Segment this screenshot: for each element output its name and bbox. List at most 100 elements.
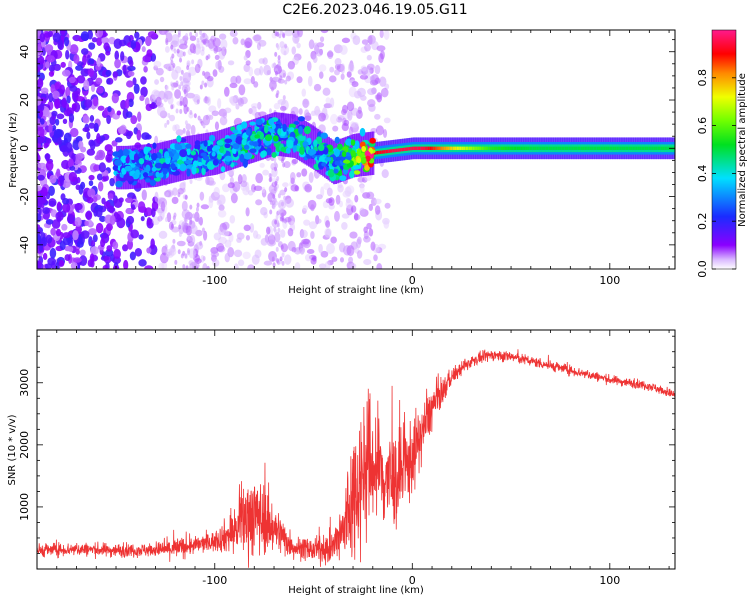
spectrogram-cell (129, 59, 134, 67)
spectrogram-cell (188, 72, 192, 78)
spectrogram-cell (452, 146, 456, 150)
spectrogram-cell (321, 162, 327, 167)
spectrogram-cell (356, 238, 362, 249)
spectrogram-cell (293, 120, 300, 126)
spectrogram-cell (582, 146, 585, 150)
spectrogram-cell (472, 146, 475, 150)
spectrogram-cell (134, 247, 142, 257)
spectrogram-cell (91, 37, 98, 43)
spectrogram-cell (203, 140, 208, 147)
spectrogram-cell (334, 69, 340, 76)
spectrogram-cell (383, 30, 390, 40)
spectrogram-cell (600, 146, 603, 150)
spectrogram-cell (268, 177, 272, 183)
spectrogram-cell (232, 143, 240, 150)
spectrogram-cell (274, 112, 277, 156)
spectrogram-cell (538, 146, 541, 150)
spectrogram-cell (379, 76, 387, 87)
spectrogram-cell (451, 146, 454, 150)
spectrogram-cell (271, 123, 276, 130)
spectrogram-cell (49, 247, 57, 259)
spectrogram-cell (254, 134, 261, 139)
spectrogram-cell (348, 126, 354, 136)
spectrogram-cell (219, 116, 228, 126)
spectrogram-cell (106, 78, 111, 85)
spectrogram-cell (179, 100, 183, 106)
spectrogram-cell (185, 265, 189, 269)
spectrogram-cell (111, 93, 119, 104)
spectrogram-cell (366, 54, 372, 61)
spectrogram-cell (54, 262, 60, 269)
spectrogram-cell (66, 95, 71, 104)
spectrogram-cell (65, 49, 70, 60)
spectrogram-cell (195, 206, 199, 212)
snr-series-line (37, 349, 675, 568)
spectrogram-cell (322, 87, 331, 96)
spectrogram-cell (248, 66, 254, 77)
spectrogram-cell (385, 149, 388, 154)
spectrogram-cell (287, 227, 294, 237)
spectrogram-cell (169, 250, 173, 256)
spectrogram-cell (184, 194, 188, 200)
spectrogram-cell (201, 46, 205, 52)
spectrogram-cell (243, 78, 252, 85)
spectrogram-cell (139, 95, 145, 102)
spectrogram-cell (175, 108, 179, 114)
spectrogram-cell (458, 146, 461, 150)
spectrogram-cell (227, 60, 235, 66)
spectrogram-cell (280, 146, 287, 153)
spectrogram-cell (129, 251, 136, 261)
spectrogram-cell (459, 146, 463, 150)
spectrogram-cell (291, 158, 299, 165)
spectrogram-cell (173, 212, 177, 218)
spectrogram-cell (186, 106, 190, 112)
spectrogram-cell (124, 98, 130, 109)
spectrogram-cell (188, 248, 197, 259)
spectrogram-cell (114, 58, 121, 69)
spectrogram-cell (360, 95, 367, 101)
spectrogram-cell (265, 226, 271, 235)
spectrogram-cell (53, 63, 61, 72)
spectrogram-cell (164, 89, 168, 95)
spectrogram-cell (259, 162, 265, 168)
spectrogram-cell (37, 174, 45, 181)
spectrogram-cell (339, 257, 345, 263)
spectrogram-cell (417, 146, 420, 150)
spectrogram-cell (352, 35, 361, 46)
spectrogram-cell (48, 71, 55, 77)
spectrogram-cell (45, 218, 54, 225)
spectrogram-cell (199, 191, 205, 201)
spectrogram-cell (186, 168, 191, 177)
spectrogram-cell (515, 146, 518, 150)
spectrogram-cell (655, 146, 658, 150)
spectrogram-cell (502, 146, 505, 150)
spectrogram-cell (171, 190, 175, 196)
spectrogram-cell (189, 110, 193, 116)
spectrogram-cell (334, 210, 340, 222)
spectrogram-cell (350, 139, 356, 146)
spectrogram-cell (481, 146, 484, 150)
spectrogram-cells (37, 30, 675, 269)
spectrogram-cell (627, 146, 630, 150)
spectrogram-cell (61, 69, 71, 77)
spectrogram-cell (220, 166, 226, 173)
spectrogram-cell (69, 44, 79, 55)
spectrogram-cell (625, 146, 628, 150)
spectrogram-cell (213, 232, 222, 241)
spectrogram-cell (367, 88, 376, 96)
spectrogram-cell (271, 152, 277, 158)
spectrogram-cell (368, 35, 373, 46)
spectrogram-cell (184, 120, 188, 126)
spectrogram-cell (342, 159, 351, 164)
spectrogram-cell (212, 259, 220, 267)
spectrogram-cell (90, 246, 99, 256)
spectrogram-cell (354, 140, 360, 150)
spectrogram-cell (245, 234, 250, 241)
spectrogram-cell (184, 159, 193, 165)
spectrogram-cell (82, 115, 90, 124)
x-tick-label: 0 (409, 574, 416, 587)
spectrogram-cell (114, 159, 123, 166)
spectrogram-cell (363, 230, 369, 240)
spectrogram-cell (646, 146, 649, 150)
spectrogram-cell (245, 128, 251, 136)
